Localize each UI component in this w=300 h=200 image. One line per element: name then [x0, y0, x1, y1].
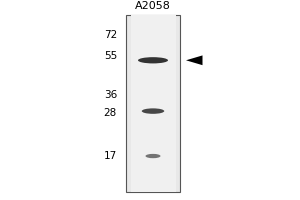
Ellipse shape [142, 108, 164, 114]
Text: 28: 28 [104, 108, 117, 118]
Text: 17: 17 [104, 151, 117, 161]
Text: 36: 36 [104, 90, 117, 100]
Ellipse shape [146, 154, 160, 158]
Bar [126, 15, 180, 192]
Ellipse shape [138, 57, 168, 63]
Polygon shape [186, 55, 202, 65]
Bar [130, 15, 176, 192]
Text: 55: 55 [104, 51, 117, 61]
Text: 72: 72 [104, 30, 117, 40]
Text: A2058: A2058 [135, 1, 171, 11]
